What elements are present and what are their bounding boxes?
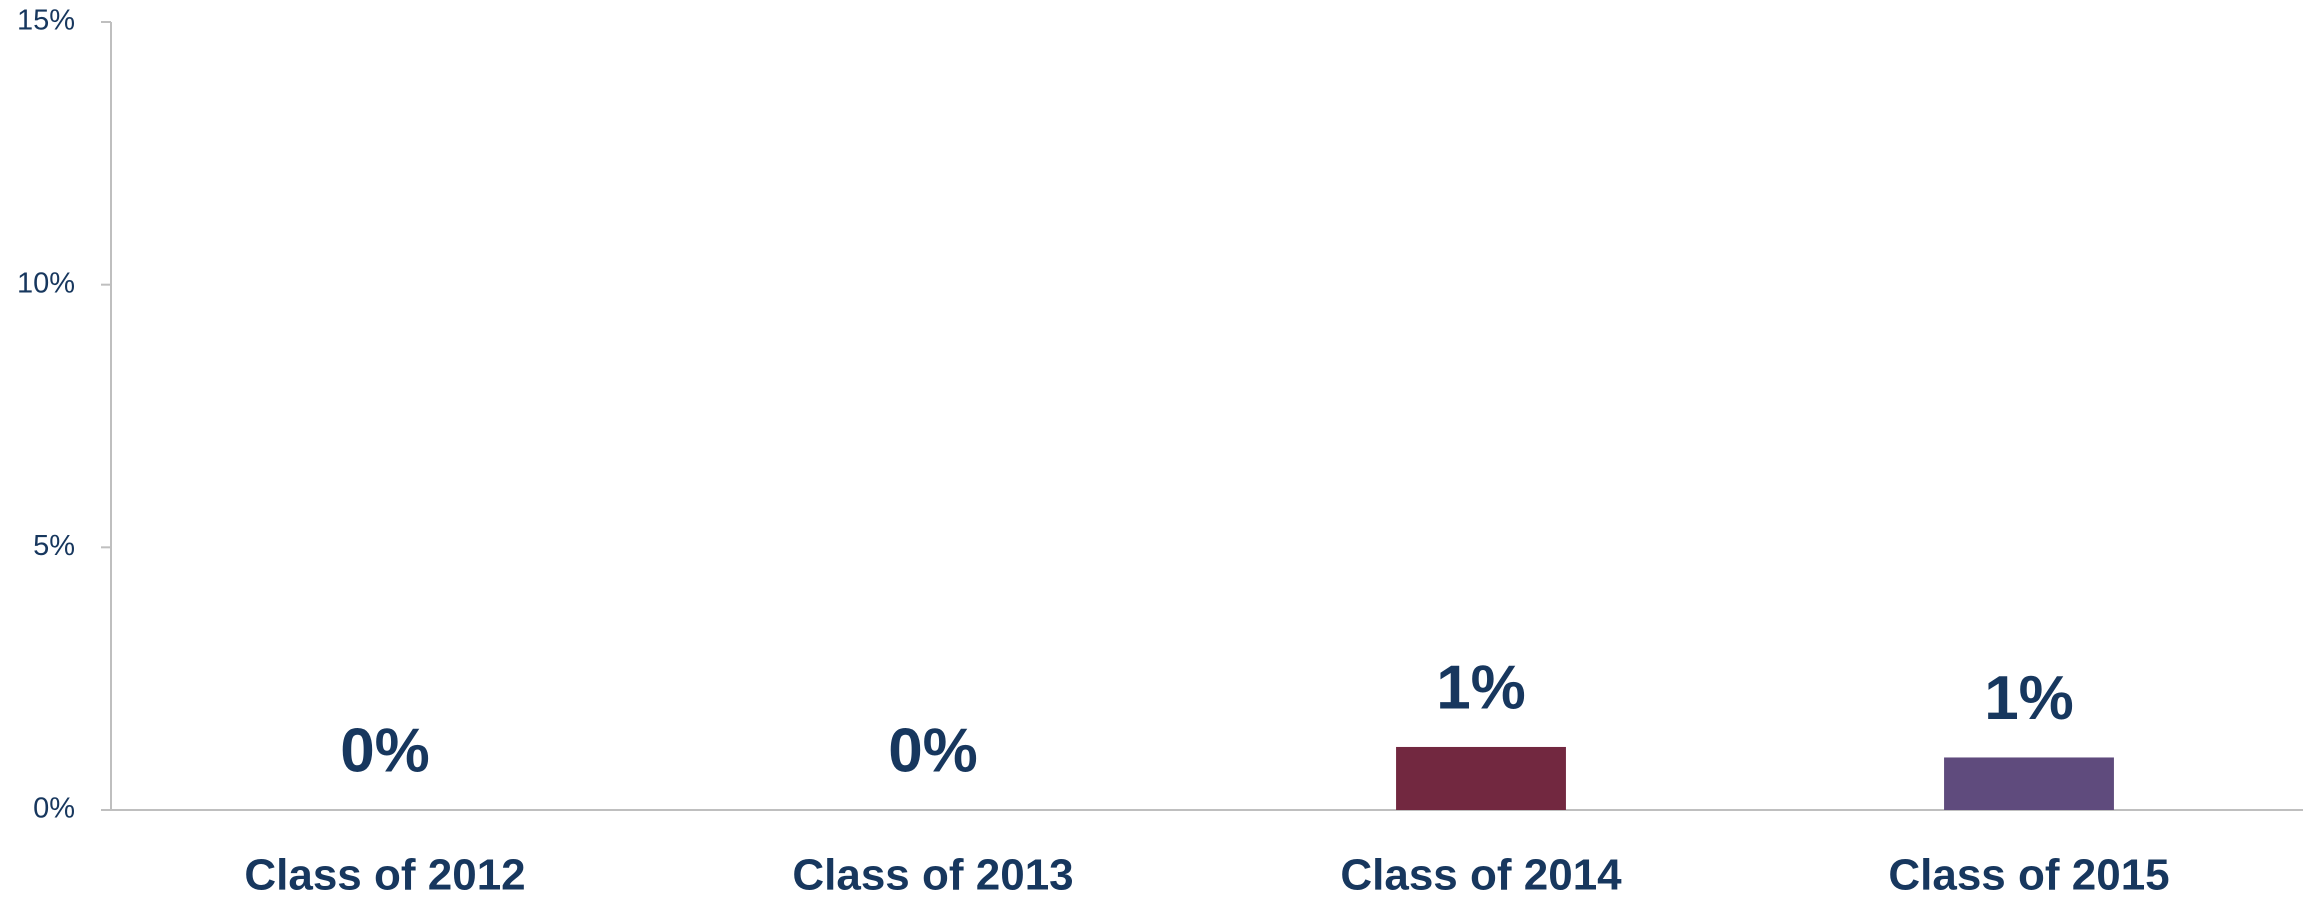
value-label: 0% (340, 716, 430, 785)
bar (1396, 746, 1566, 810)
bar (1944, 757, 2114, 810)
value-label: 1% (1436, 653, 1526, 722)
x-tick-label: Class of 2013 (792, 851, 1073, 900)
y-tick-label: 15% (17, 5, 75, 37)
value-label: 1% (1984, 664, 2074, 733)
y-tick-label: 5% (33, 530, 75, 562)
value-label: 0% (888, 716, 978, 785)
x-tick-label: Class of 2014 (1340, 851, 1622, 900)
y-tick-label: 0% (33, 793, 75, 825)
x-tick-label: Class of 2015 (1888, 851, 2169, 900)
x-tick-label: Class of 2012 (244, 851, 525, 900)
y-tick-label: 10% (17, 267, 75, 299)
